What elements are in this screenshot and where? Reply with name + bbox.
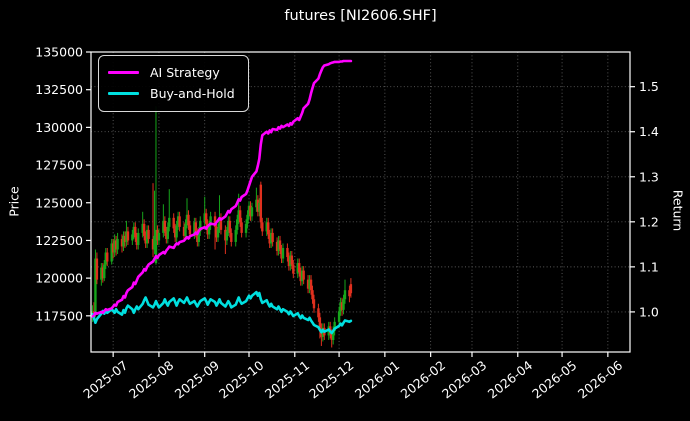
tick-label: 2025-10 — [216, 357, 266, 401]
tick-label: 2025-07 — [80, 357, 130, 401]
tick-label: 125000 — [35, 195, 83, 210]
tick-label: 2026-04 — [485, 357, 535, 401]
chart-title: futures [NI2606.SHF] — [284, 8, 437, 24]
candlesticks — [91, 106, 353, 348]
tick-label: 127500 — [35, 158, 83, 173]
buy-and-hold-line — [91, 290, 353, 335]
tick-label: 2026-06 — [575, 357, 625, 401]
tick-label: 2025-12 — [306, 357, 356, 401]
tick-label: 120000 — [35, 271, 83, 286]
tick-label: 1.1 — [639, 259, 659, 274]
price-axis-label: Price — [6, 186, 22, 217]
tick-label: 132500 — [35, 82, 83, 97]
buy-and-hold-line-swatch — [108, 91, 139, 96]
tick-label: 1.3 — [639, 169, 659, 184]
tick-label: 135000 — [35, 45, 83, 60]
legend: AI Strategy Buy-and-Hold — [98, 55, 249, 112]
tick-label: 1.0 — [639, 304, 659, 319]
legend-label-ai-strategy: AI Strategy — [150, 65, 220, 80]
tick-label: 1.2 — [639, 214, 659, 229]
tick-label: 122500 — [35, 233, 83, 248]
return-axis-label: Return — [670, 189, 686, 232]
tick-label: 2025-09 — [172, 357, 222, 401]
tick-label: 2026-01 — [352, 357, 402, 401]
legend-label-buy-and-hold: Buy-and-Hold — [150, 86, 235, 101]
tick-label: 2026-03 — [439, 357, 489, 401]
tick-label: 1.5 — [639, 79, 659, 94]
return-lines — [91, 59, 353, 335]
ai-strategy-line-swatch — [108, 70, 139, 75]
tick-label: 1.4 — [639, 124, 659, 139]
legend-item-ai-strategy: AI Strategy — [108, 62, 235, 83]
tick-label: 2025-08 — [126, 357, 176, 401]
tick-label: 2026-05 — [529, 357, 579, 401]
tick-label: 130000 — [35, 120, 83, 135]
tick-label: 2026-02 — [398, 357, 448, 401]
gridlines — [91, 52, 630, 352]
ai-strategy-line — [91, 59, 353, 318]
tick-label: 117500 — [35, 308, 83, 323]
legend-item-buy-and-hold: Buy-and-Hold — [108, 83, 235, 104]
tick-label: 2025-11 — [262, 357, 312, 401]
